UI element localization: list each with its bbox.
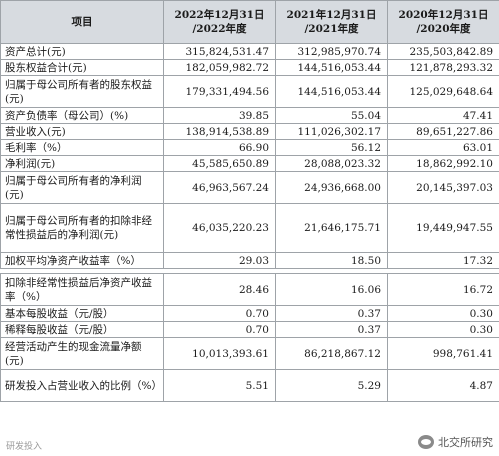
value-2021: 144,516,053.44	[275, 59, 388, 76]
row-label: 加权平均净资产收益率（%）	[0, 252, 164, 269]
value-2020: 998,761.41	[387, 337, 499, 370]
value-2021: 56.12	[275, 139, 388, 156]
value-2022: 39.85	[163, 107, 276, 124]
value-2021: 55.04	[275, 107, 388, 124]
row-label: 研发投入占营业收入的比例（%）	[0, 369, 164, 402]
header-row: 项目 2022年12月31日 /2022年度 2021年12月31日 /2021…	[0, 0, 499, 44]
value-2020: 47.41	[387, 107, 499, 124]
value-2021: 5.29	[275, 369, 388, 402]
row-label: 净利润(元)	[0, 155, 164, 172]
value-2020: 89,651,227.86	[387, 123, 499, 140]
table-row: 资产负债率（母公司）(%) 39.85 55.04 47.41	[0, 107, 499, 124]
value-2022: 138,914,538.89	[163, 123, 276, 140]
table-row: 毛利率（%） 66.90 56.12 63.01	[0, 139, 499, 156]
table-row: 资产总计(元) 315,824,531.47 312,985,970.74 23…	[0, 43, 499, 60]
value-2020: 63.01	[387, 139, 499, 156]
wechat-icon	[418, 435, 434, 449]
value-2022: 0.70	[163, 321, 276, 338]
watermark-left: 研发投入	[6, 442, 43, 452]
value-2020: 235,503,842.89	[387, 43, 499, 60]
row-label: 扣除非经常性损益后净资产收益率（%）	[0, 273, 164, 306]
value-2021: 16.06	[275, 273, 388, 306]
row-label: 经营活动产生的现金流量净额(元)	[0, 337, 164, 370]
watermark-text: 北交所研究	[438, 436, 493, 449]
header-2022: 2022年12月31日 /2022年度	[163, 0, 276, 44]
value-2022: 0.70	[163, 305, 276, 322]
table-row: 归属于母公司所有者的扣除非经常性损益后的净利润(元) 46,035,220.23…	[0, 203, 499, 253]
table-row: 归属于母公司所有者的股东权益(元) 179,331,494.56 144,516…	[0, 75, 499, 108]
value-2022: 45,585,650.89	[163, 155, 276, 172]
table-row: 净利润(元) 45,585,650.89 28,088,023.32 18,86…	[0, 155, 499, 172]
value-2022: 46,035,220.23	[163, 203, 276, 253]
table-row: 归属于母公司所有者的净利润(元) 46,963,567.24 24,936,66…	[0, 171, 499, 204]
row-label: 资产负债率（母公司）(%)	[0, 107, 164, 124]
table-row: 营业收入(元) 138,914,538.89 111,026,302.17 89…	[0, 123, 499, 140]
value-2021: 0.37	[275, 305, 388, 322]
watermark: 北交所研究	[418, 434, 493, 450]
table-row: 经营活动产生的现金流量净额(元) 10,013,393.61 86,218,86…	[0, 337, 499, 370]
value-2020: 0.30	[387, 321, 499, 338]
value-2021: 21,646,175.71	[275, 203, 388, 253]
value-2020: 0.30	[387, 305, 499, 322]
value-2021: 312,985,970.74	[275, 43, 388, 60]
value-2020: 20,145,397.03	[387, 171, 499, 204]
value-2021: 24,936,668.00	[275, 171, 388, 204]
value-2022: 5.51	[163, 369, 276, 402]
row-label: 归属于母公司所有者的扣除非经常性损益后的净利润(元)	[0, 203, 164, 253]
value-2021: 28,088,023.32	[275, 155, 388, 172]
row-label: 稀释每股收益（元/股）	[0, 321, 164, 338]
row-label: 营业收入(元)	[0, 123, 164, 140]
value-2021: 111,026,302.17	[275, 123, 388, 140]
financial-table: 项目 2022年12月31日 /2022年度 2021年12月31日 /2021…	[0, 0, 499, 402]
row-label: 基本每股收益（元/股）	[0, 305, 164, 322]
row-label: 归属于母公司所有者的股东权益(元)	[0, 75, 164, 108]
row-label: 归属于母公司所有者的净利润(元)	[0, 171, 164, 204]
table-row: 扣除非经常性损益后净资产收益率（%） 28.46 16.06 16.72	[0, 273, 499, 306]
value-2021: 86,218,867.12	[275, 337, 388, 370]
value-2022: 66.90	[163, 139, 276, 156]
value-2021: 0.37	[275, 321, 388, 338]
value-2020: 19,449,947.55	[387, 203, 499, 253]
value-2020: 16.72	[387, 273, 499, 306]
value-2020: 4.87	[387, 369, 499, 402]
value-2021: 18.50	[275, 252, 388, 269]
value-2022: 29.03	[163, 252, 276, 269]
header-2021: 2021年12月31日 /2021年度	[275, 0, 388, 44]
value-2020: 18,862,992.10	[387, 155, 499, 172]
header-2020: 2020年12月31日 /2020年度	[387, 0, 499, 44]
table-row: 基本每股收益（元/股） 0.70 0.37 0.30	[0, 305, 499, 322]
value-2022: 46,963,567.24	[163, 171, 276, 204]
value-2022: 182,059,982.72	[163, 59, 276, 76]
value-2022: 10,013,393.61	[163, 337, 276, 370]
value-2020: 121,878,293.32	[387, 59, 499, 76]
header-item: 项目	[0, 0, 164, 44]
row-label: 毛利率（%）	[0, 139, 164, 156]
value-2020: 17.32	[387, 252, 499, 269]
row-label: 股东权益合计(元)	[0, 59, 164, 76]
value-2022: 179,331,494.56	[163, 75, 276, 108]
value-2020: 125,029,648.64	[387, 75, 499, 108]
table-row: 加权平均净资产收益率（%） 29.03 18.50 17.32	[0, 252, 499, 269]
value-2022: 315,824,531.47	[163, 43, 276, 60]
table-row: 股东权益合计(元) 182,059,982.72 144,516,053.44 …	[0, 59, 499, 76]
value-2021: 144,516,053.44	[275, 75, 388, 108]
row-label: 资产总计(元)	[0, 43, 164, 60]
table-row: 研发投入占营业收入的比例（%） 5.51 5.29 4.87	[0, 369, 499, 402]
value-2022: 28.46	[163, 273, 276, 306]
table-row: 稀释每股收益（元/股） 0.70 0.37 0.30	[0, 321, 499, 338]
